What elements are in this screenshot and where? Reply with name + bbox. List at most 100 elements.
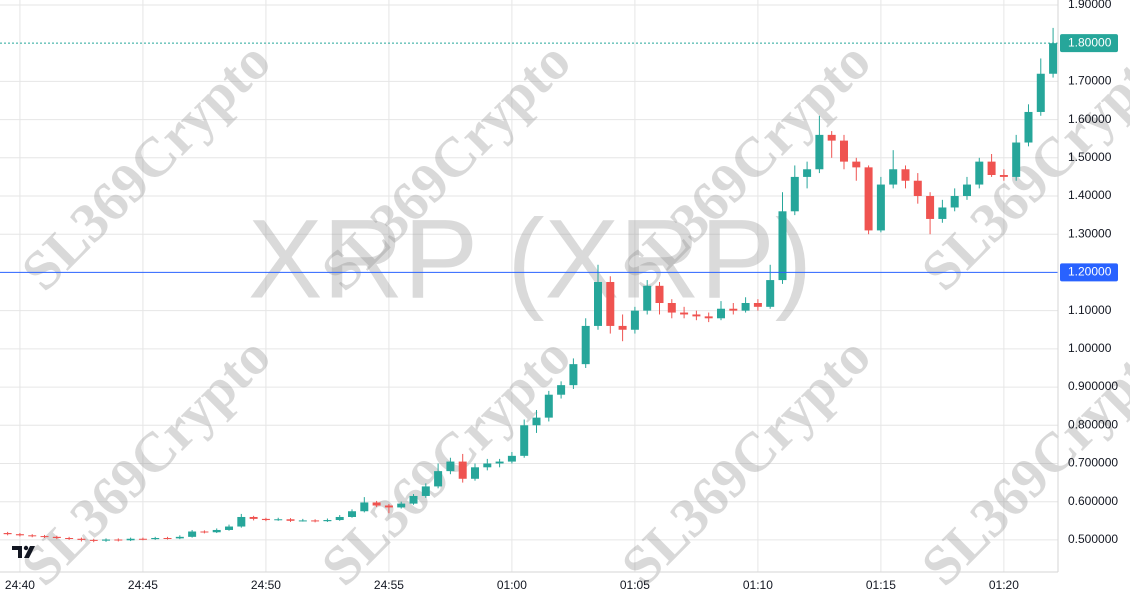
candle-body <box>483 463 492 468</box>
candle-body <box>680 312 689 315</box>
y-tick-label: 0.500000 <box>1068 532 1118 546</box>
candle-body <box>1049 43 1058 74</box>
y-tick-label: 1.00000 <box>1068 341 1112 355</box>
logo-dot <box>23 545 29 551</box>
candle-body <box>594 281 602 326</box>
candle-body <box>212 529 221 533</box>
candle-body <box>286 519 295 521</box>
y-tick-label: 1.30000 <box>1068 226 1112 240</box>
x-tick-label: 01:20 <box>989 578 1019 592</box>
price-label: 1.80000 <box>1068 35 1112 49</box>
candle-body <box>311 520 320 522</box>
candle-body <box>28 535 37 537</box>
y-tick-label: 1.50000 <box>1068 150 1112 164</box>
candle-body <box>1012 142 1021 177</box>
candle-body <box>360 502 369 512</box>
candle-body <box>520 425 529 456</box>
y-tick-label: 0.600000 <box>1068 494 1118 508</box>
x-tick-label: 24:45 <box>128 578 158 592</box>
watermark-title: XRP (XRP) <box>248 197 812 322</box>
y-tick-label: 1.10000 <box>1068 303 1112 317</box>
candle-body <box>348 511 357 517</box>
candle-body <box>15 534 24 536</box>
candle-body <box>999 175 1008 177</box>
candle-body <box>434 471 443 487</box>
candle-body <box>667 303 676 313</box>
y-tick-label: 0.800000 <box>1068 417 1118 431</box>
x-tick-label: 01:00 <box>497 578 527 592</box>
candle-body <box>126 538 135 541</box>
candle-body <box>138 538 147 540</box>
candle-body <box>655 285 664 304</box>
candle-body <box>471 467 480 479</box>
candle-body <box>65 537 74 539</box>
y-tick-label: 0.700000 <box>1068 456 1118 470</box>
x-tick-label: 01:15 <box>866 578 896 592</box>
candle-body <box>249 516 258 519</box>
x-tick-label: 24:50 <box>251 578 281 592</box>
candle-body <box>926 196 935 219</box>
candle-body <box>225 526 234 530</box>
candle-body <box>864 167 873 231</box>
candle-body <box>507 455 516 462</box>
x-tick-label: 24:40 <box>5 578 35 592</box>
candle-body <box>938 207 947 219</box>
candle-body <box>618 325 627 330</box>
axes: 1.90000 1.70000 1.60000 1.50000 1.40000 1.300… <box>5 0 1118 592</box>
candle-body <box>77 538 86 540</box>
candle-body <box>569 364 578 386</box>
candle-body <box>40 536 49 538</box>
candle-body <box>372 502 381 506</box>
candle-body <box>409 495 418 504</box>
price-label-bg <box>1060 263 1118 282</box>
candle-body <box>913 180 922 197</box>
candle-body <box>114 539 123 541</box>
candle-body <box>298 520 307 522</box>
candle-body <box>384 505 393 508</box>
x-tick-label: 01:10 <box>743 578 773 592</box>
candle-body <box>544 394 553 418</box>
candle-body <box>741 303 750 311</box>
candle-body <box>815 134 824 170</box>
logo-mark <box>12 546 35 558</box>
candle-body <box>323 520 332 522</box>
candles <box>3 27 1058 543</box>
candle-body <box>889 169 898 185</box>
price-lines: 1.80000 1.20000 <box>0 34 1118 282</box>
candle-body <box>962 184 971 197</box>
x-tick-label: 24:55 <box>374 578 404 592</box>
candle-body <box>102 539 111 541</box>
candle-body <box>421 486 430 496</box>
candle-body <box>557 385 566 395</box>
y-tick-label: 1.70000 <box>1068 74 1112 88</box>
candle-body <box>692 314 701 317</box>
candle-body <box>1024 111 1033 143</box>
candle-body <box>606 281 615 326</box>
candle-body <box>200 531 209 533</box>
candle-body <box>175 536 184 539</box>
candle-body <box>1036 73 1045 112</box>
candle-body <box>790 176 799 212</box>
candle-body <box>753 303 762 307</box>
candle-body <box>397 503 406 508</box>
candle-body <box>827 134 836 141</box>
price-label: 1.20000 <box>1068 265 1112 279</box>
candle-body <box>839 140 848 162</box>
y-tick-label: 1.90000 <box>1068 0 1112 11</box>
candle-body <box>852 161 861 168</box>
candle-body <box>188 531 197 537</box>
candle-body <box>987 161 996 176</box>
candle-body <box>52 536 61 538</box>
candle-body <box>89 539 98 541</box>
candle-body <box>151 537 160 540</box>
x-tick-label: 01:05 <box>620 578 650 592</box>
candle-body <box>446 461 455 472</box>
grid <box>0 0 1058 572</box>
candle-body <box>729 308 738 311</box>
candle-body <box>901 169 910 181</box>
candle-body <box>3 533 12 535</box>
candle-body <box>803 169 812 177</box>
candle-body <box>630 310 639 330</box>
